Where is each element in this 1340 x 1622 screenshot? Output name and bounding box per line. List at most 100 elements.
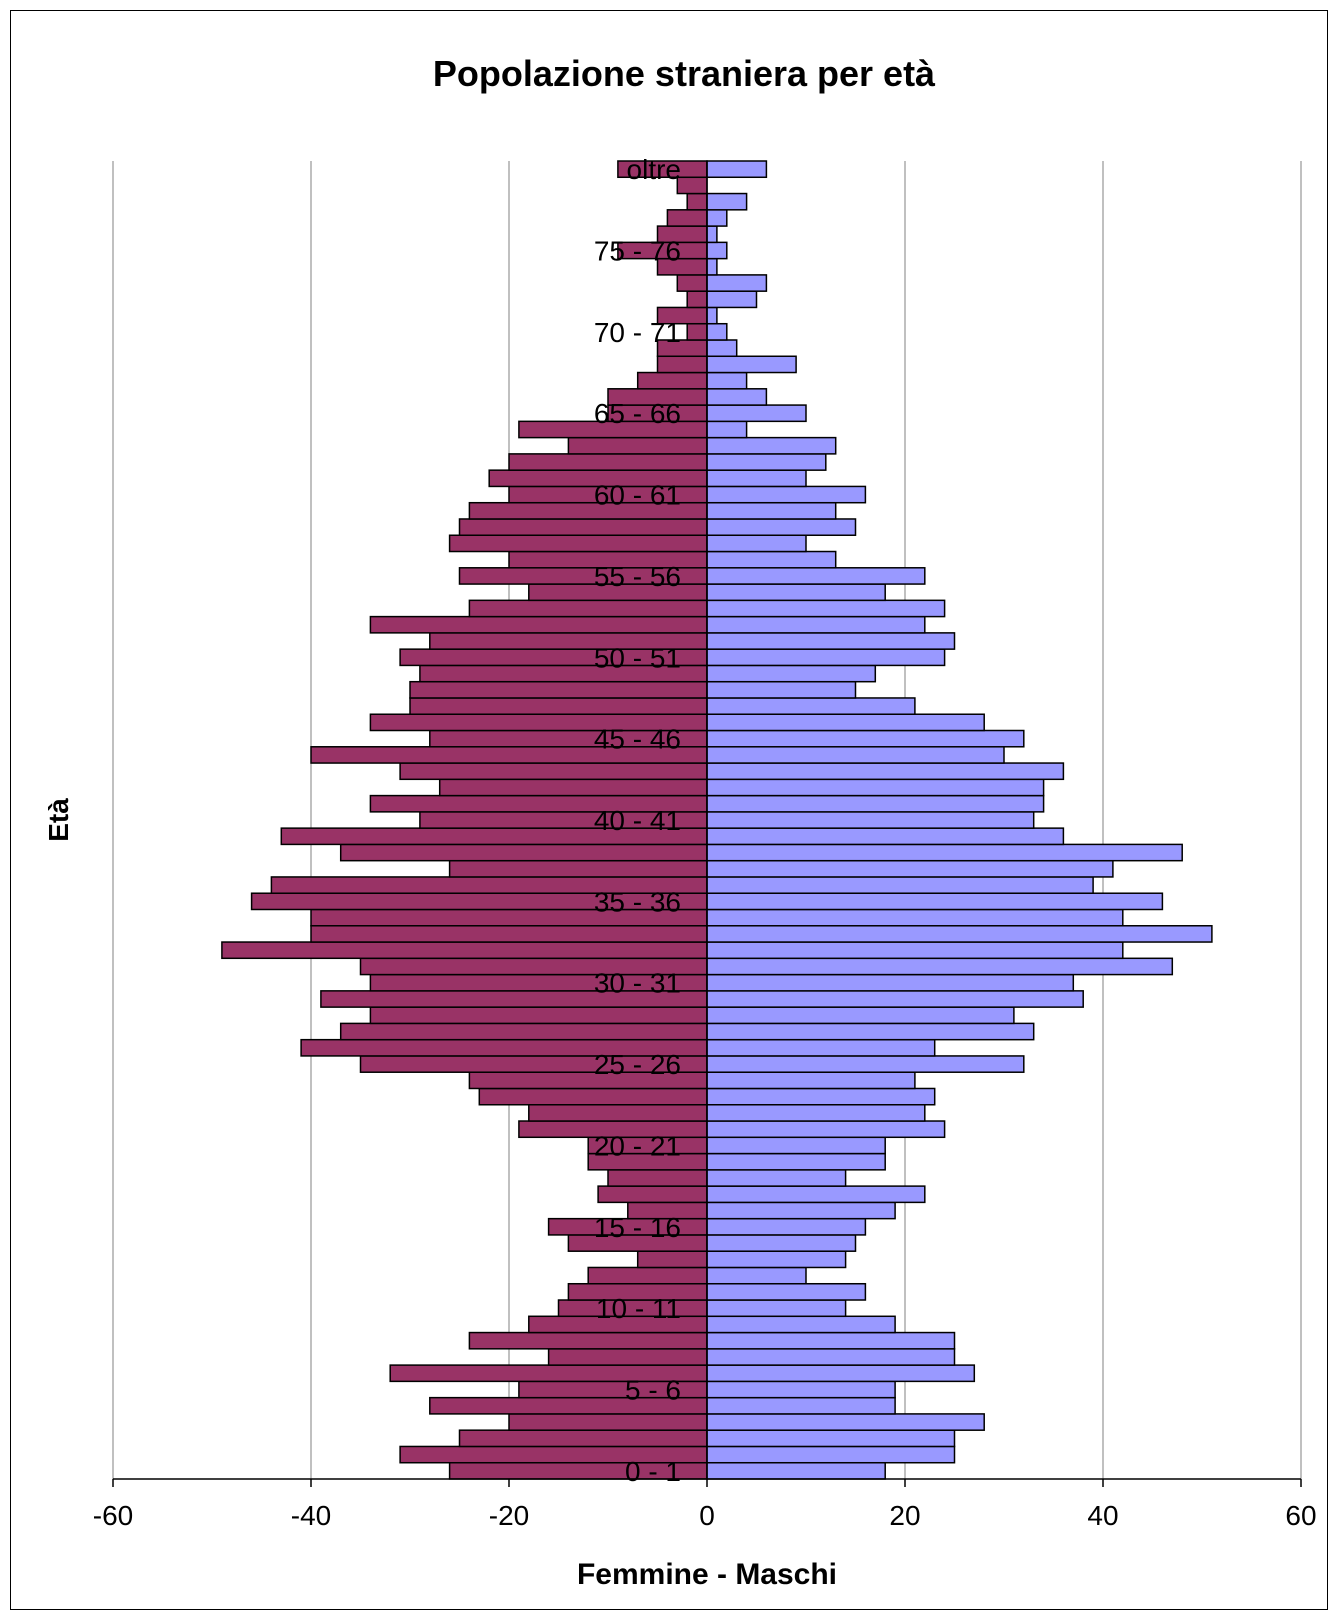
male-bar [706, 811, 1035, 829]
male-bar [706, 567, 926, 585]
y-tick-label: 10 - 11 [596, 1293, 681, 1324]
y-tick-label: 70 - 71 [594, 317, 681, 348]
male-bar [706, 876, 1094, 894]
chart-title: Popolazione straniera per età [433, 53, 936, 94]
female-bar [448, 859, 708, 878]
male-bar [706, 371, 748, 390]
female-bar [478, 1087, 708, 1106]
male-bar [706, 420, 748, 439]
female-bar [339, 843, 708, 862]
male-bar [706, 1413, 985, 1431]
x-axis-label: Femmine - Maschi [577, 1558, 837, 1591]
male-bar [706, 827, 1065, 846]
female-bar [567, 436, 708, 455]
male-bar [706, 680, 857, 699]
y-tick-label: 0 - 1 [625, 1456, 681, 1487]
female-bar [310, 925, 708, 943]
male-bar [706, 453, 827, 471]
male-bar [706, 160, 768, 179]
female-bar [636, 1250, 708, 1269]
male-bar [706, 908, 1124, 927]
male-bar [706, 436, 837, 455]
male-bar [706, 957, 1174, 976]
male-bar [706, 1038, 936, 1057]
female-bar [399, 762, 708, 781]
male-bar [706, 615, 926, 634]
male-bar [706, 632, 956, 650]
female-bar [468, 1331, 708, 1350]
male-bar [706, 1315, 896, 1334]
female-bar [369, 1006, 708, 1025]
x-tick-label: -20 [489, 1500, 529, 1531]
male-bar [706, 192, 748, 211]
female-bar [547, 1348, 708, 1366]
female-bar [508, 453, 708, 471]
male-bar [706, 664, 877, 683]
male-bar [706, 1364, 976, 1383]
male-bar [706, 941, 1124, 960]
female-bar [409, 680, 708, 699]
male-bar [706, 648, 946, 667]
male-bar [706, 843, 1183, 862]
male-bar [706, 925, 1213, 943]
female-bar [597, 1185, 708, 1204]
x-tick-label: 60 [1285, 1500, 1316, 1531]
male-bar [706, 355, 797, 374]
female-bar [369, 615, 708, 634]
y-tick-label: 30 - 31 [594, 968, 681, 999]
male-bar [706, 1250, 847, 1269]
y-tick-label: 60 - 61 [594, 480, 681, 511]
y-tick-label: oltre [627, 154, 681, 185]
male-bar [706, 973, 1075, 992]
male-bar [706, 794, 1045, 813]
female-bar [508, 1413, 708, 1431]
female-bar [686, 322, 708, 341]
y-tick-label: 45 - 46 [594, 724, 681, 755]
male-bar [706, 274, 768, 292]
male-bar [706, 1429, 956, 1448]
x-tick-label: -40 [291, 1500, 331, 1531]
y-tick-label: 15 - 16 [594, 1212, 681, 1243]
male-bar [706, 1461, 886, 1480]
male-bar [706, 501, 837, 520]
y-tick-label: 75 - 76 [594, 235, 681, 266]
male-bar [706, 1396, 896, 1415]
male-bar [706, 729, 1025, 748]
x-tick-label: 40 [1087, 1500, 1118, 1531]
male-bar [706, 1087, 936, 1106]
female-bar [458, 518, 708, 536]
y-tick-label: 55 - 56 [594, 561, 681, 592]
male-bar [706, 1201, 896, 1220]
y-tick-label: 20 - 21 [594, 1130, 681, 1161]
x-tick-label: 20 [889, 1500, 920, 1531]
male-bar [706, 1445, 956, 1464]
male-bar [706, 388, 768, 406]
male-bar [706, 697, 916, 715]
male-bar [706, 599, 946, 618]
male-bar [706, 859, 1114, 878]
male-bar [706, 1331, 956, 1350]
female-bar [409, 697, 708, 715]
female-bar [438, 778, 708, 797]
male-bar [706, 339, 738, 358]
male-bar [706, 209, 728, 227]
female-bar [676, 176, 708, 195]
y-tick-label: 5 - 6 [625, 1375, 681, 1406]
male-bar [706, 241, 728, 260]
female-bar [656, 355, 708, 374]
y-tick-label: 65 - 66 [594, 398, 681, 429]
male-bar [706, 1234, 857, 1252]
male-bar [706, 322, 728, 341]
female-bar [528, 1104, 708, 1122]
female-bar [468, 599, 708, 618]
male-bar [706, 1104, 926, 1122]
y-tick-label: 35 - 36 [594, 886, 681, 917]
male-bar [706, 1071, 916, 1090]
female-bar [686, 290, 708, 309]
female-bar [636, 371, 708, 390]
male-bar [706, 550, 837, 569]
male-bar [706, 1006, 1015, 1025]
male-bar [706, 583, 886, 602]
male-bar [706, 746, 1005, 764]
male-bar [706, 257, 718, 276]
